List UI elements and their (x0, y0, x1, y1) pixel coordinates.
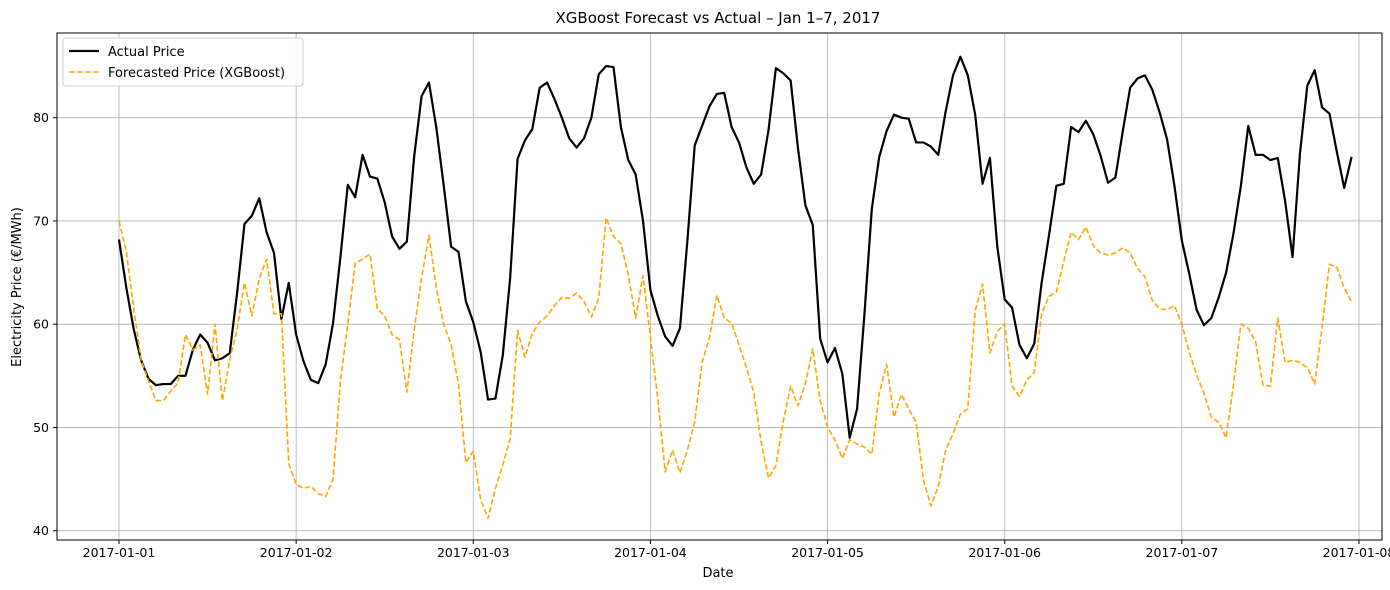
x-tick-label: 2017-01-02 (260, 545, 333, 560)
x-tick-label: 2017-01-03 (437, 545, 510, 560)
series-layer (117, 55, 1353, 520)
series-line-actual (117, 55, 1353, 439)
legend: Actual Price Forecasted Price (XGBoost) (62, 37, 304, 87)
grid-layer (57, 33, 1382, 540)
x-tick-label: 2017-01-06 (968, 545, 1041, 560)
legend-box (62, 37, 304, 87)
plot-frame (56, 32, 1383, 541)
legend-label-forecast: Forecasted Price (XGBoost) (108, 66, 285, 81)
x-axis-label: Date (702, 566, 733, 581)
y-tick-label: 40 (33, 523, 49, 538)
legend-label-actual: Actual Price (108, 45, 185, 60)
x-tick-label: 2017-01-05 (791, 545, 864, 560)
y-tick-label: 50 (33, 420, 49, 435)
x-tick-label: 2017-01-04 (614, 545, 687, 560)
y-tick-label: 60 (33, 317, 49, 332)
x-tick-label: 2017-01-08 (1323, 545, 1390, 560)
y-tick-label: 80 (33, 110, 49, 125)
tick-layer: 2017-01-01 2017-01-02 2017-01-03 2017-01-04… (33, 110, 1390, 560)
y-axis-label: Electricity Price (€/MWh) (10, 207, 25, 367)
x-tick-label: 2017-01-01 (83, 545, 156, 560)
x-tick-label: 2017-01-07 (1146, 545, 1219, 560)
chart-title: XGBoost Forecast vs Actual – Jan 1–7, 20… (556, 9, 881, 27)
series-line-forecast (118, 217, 1353, 520)
y-tick-label: 70 (33, 213, 49, 228)
